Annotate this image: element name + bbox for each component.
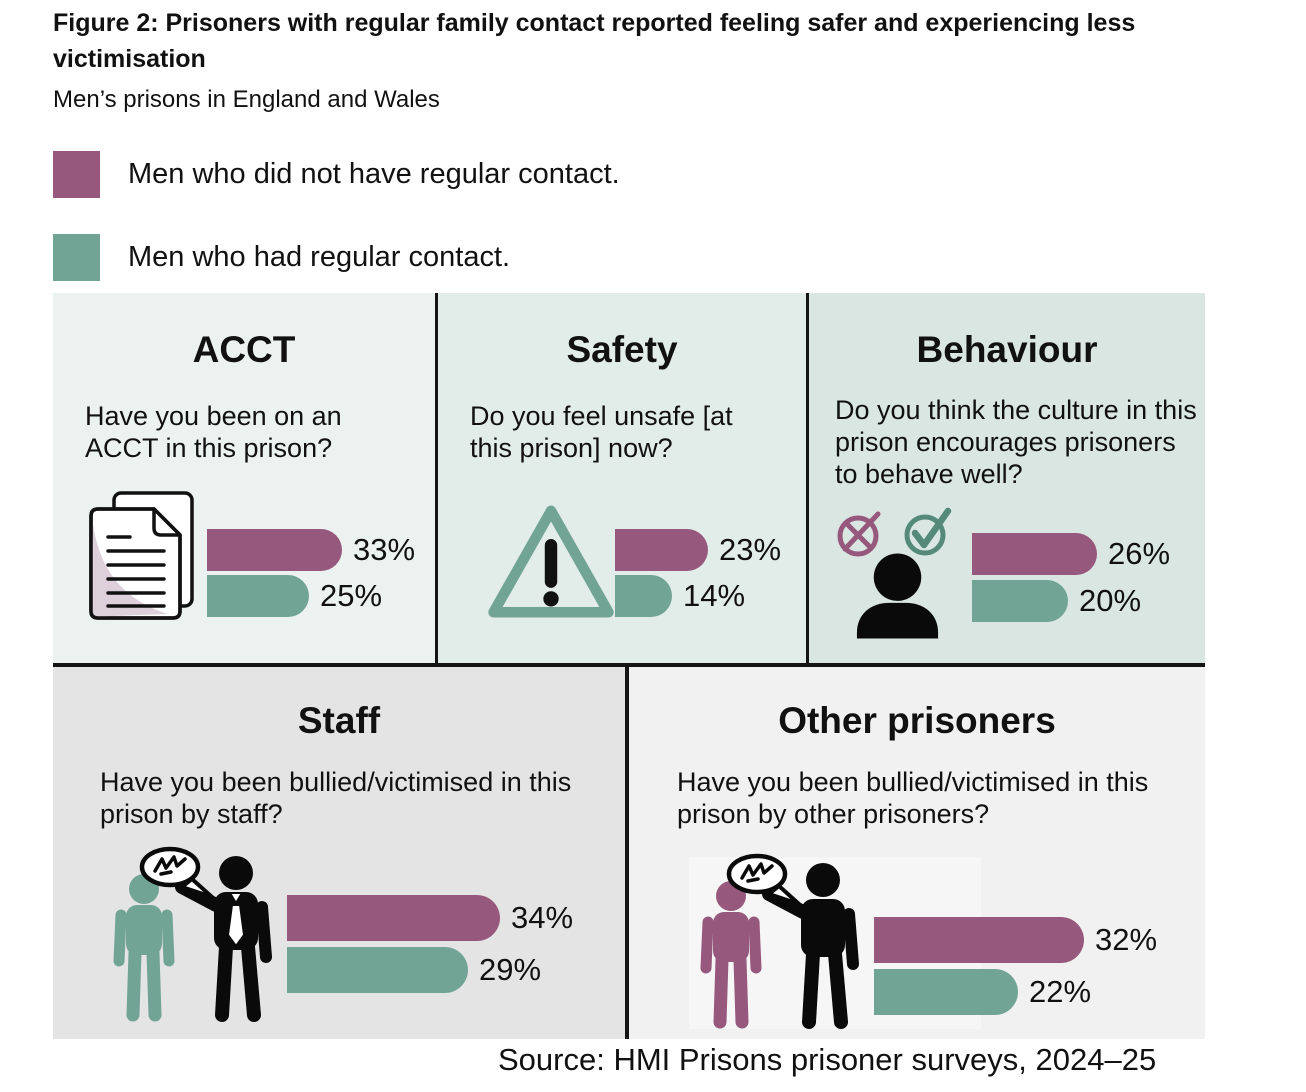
legend-swatch-no-contact (53, 151, 100, 198)
staff-bar-row-no-contact: 34% (287, 895, 573, 941)
panel-safety: Safety Do you feel unsafe [at this priso… (438, 293, 806, 663)
panel-safety-title: Safety (566, 329, 678, 370)
figure-subtitle: Men’s prisons in England and Wales (53, 86, 440, 113)
panel-acct-question: Have you been on an ACCT in this prison? (85, 401, 342, 463)
safety-bar-row-had-contact: 14% (615, 575, 745, 617)
acct-bar-no-contact (207, 529, 342, 571)
divider-rows (53, 663, 1205, 667)
other-bar-label-no-contact: 32% (1095, 922, 1158, 957)
behaviour-bar-had-contact (972, 580, 1068, 622)
safety-bar-no-contact (615, 529, 708, 571)
staff-bar-label-had-contact: 29% (479, 952, 542, 987)
staff-bar-no-contact (287, 895, 500, 941)
panel-staff-question: Have you been bullied/victimised in this… (100, 767, 572, 829)
panel-staff: Staff Have you been bullied/victimised i… (53, 667, 625, 1039)
panel-staff-title: Staff (297, 700, 381, 741)
behaviour-bar-row-no-contact: 26% (972, 533, 1170, 575)
panel-behaviour: Behaviour Do you think the culture in th… (809, 293, 1205, 663)
panel-behaviour-title: Behaviour (916, 329, 1098, 370)
staff-bar-had-contact (287, 947, 468, 993)
other-bar-row-had-contact: 22% (874, 969, 1091, 1015)
tie-shape (227, 892, 245, 947)
other-bar-no-contact (874, 917, 1084, 963)
person-icon (856, 553, 939, 639)
safety-bar-label-had-contact: 14% (683, 578, 746, 613)
two-people-speech-bubble-icon (700, 853, 859, 1029)
divider-safety-behaviour (806, 293, 809, 663)
panel-other-title: Other prisoners (778, 700, 1056, 741)
panel-acct-title: ACCT (192, 329, 296, 370)
warning-triangle-icon (488, 505, 614, 618)
documents-icon (89, 491, 194, 620)
behaviour-bar-label-had-contact: 20% (1079, 583, 1142, 618)
panel-safety-question: Do you feel unsafe [at this prison] now? (470, 401, 733, 463)
panel-other-prisoners: Other prisoners Have you been bullied/vi… (629, 667, 1205, 1039)
behaviour-bar-label-no-contact: 26% (1108, 536, 1171, 571)
other-bar-row-no-contact: 32% (874, 917, 1157, 963)
legend-label-had-contact: Men who had regular contact. (128, 241, 511, 273)
acct-bar-row-no-contact: 33% (207, 529, 415, 571)
acct-bar-row-had-contact: 25% (207, 575, 382, 617)
panel-acct: ACCT Have you been on an ACCT in this pr… (53, 293, 435, 663)
acct-bar-had-contact (207, 575, 309, 617)
staff-bar-row-had-contact: 29% (287, 947, 541, 993)
behaviour-bar-no-contact (972, 533, 1097, 575)
acct-bar-label-no-contact: 33% (353, 532, 416, 567)
cross-circle-icon (837, 511, 881, 557)
legend-label-no-contact: Men who did not have regular contact. (128, 158, 620, 190)
figure-title: Figure 2: Prisoners with regular family … (53, 9, 1136, 73)
acct-bar-label-had-contact: 25% (320, 578, 383, 613)
safety-bar-row-no-contact: 23% (615, 529, 781, 571)
source-note: Source: HMI Prisons prisoner surveys, 20… (498, 1042, 1157, 1077)
other-bar-label-had-contact: 22% (1029, 974, 1092, 1009)
two-people-speech-bubble-icon (113, 846, 272, 1022)
safety-bar-label-no-contact: 23% (719, 532, 782, 567)
behaviour-bar-row-had-contact: 20% (972, 580, 1141, 622)
check-circle-icon (904, 507, 952, 556)
staff-bar-label-no-contact: 34% (511, 900, 574, 935)
divider-staff-other (625, 667, 629, 1039)
safety-bar-had-contact (615, 575, 672, 617)
other-bar-had-contact (874, 969, 1018, 1015)
divider-acct-safety (435, 293, 438, 663)
panel-other-question: Have you been bullied/victimised in this… (677, 767, 1149, 829)
legend-swatch-had-contact (53, 234, 100, 281)
panel-behaviour-question: Do you think the culture in this prison … (835, 395, 1197, 489)
